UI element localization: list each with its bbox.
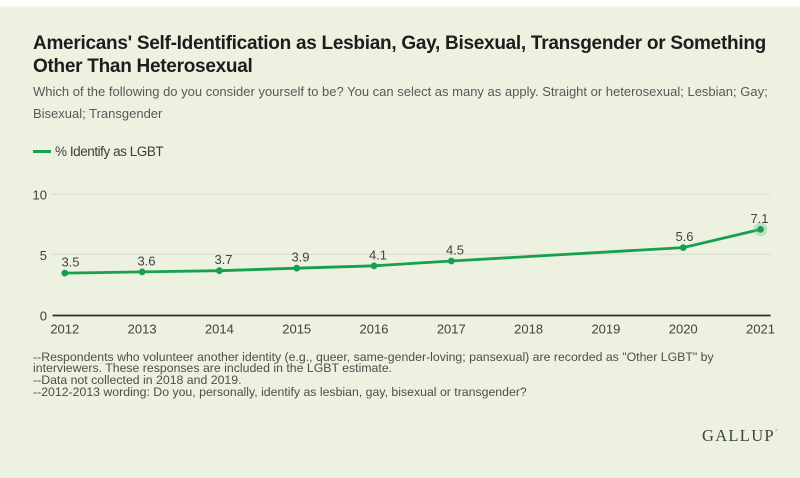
svg-text:3.5: 3.5 xyxy=(61,255,79,270)
svg-text:4.1: 4.1 xyxy=(369,247,387,262)
svg-text:2012: 2012 xyxy=(50,322,79,337)
svg-text:2019: 2019 xyxy=(591,322,620,337)
svg-text:2017: 2017 xyxy=(437,322,466,337)
svg-text:3.7: 3.7 xyxy=(214,252,232,267)
svg-text:5: 5 xyxy=(40,248,47,263)
svg-text:3.6: 3.6 xyxy=(137,253,155,268)
svg-text:2021: 2021 xyxy=(746,322,775,337)
svg-text:7.1: 7.1 xyxy=(750,211,768,226)
svg-text:2016: 2016 xyxy=(360,322,389,337)
svg-text:4.5: 4.5 xyxy=(446,243,464,258)
svg-text:2020: 2020 xyxy=(669,322,698,337)
svg-text:2015: 2015 xyxy=(282,322,311,337)
svg-text:3.9: 3.9 xyxy=(291,250,309,265)
svg-text:5.6: 5.6 xyxy=(675,229,693,244)
svg-text:2018: 2018 xyxy=(514,322,543,337)
svg-text:0: 0 xyxy=(40,309,47,324)
svg-text:2013: 2013 xyxy=(128,322,157,337)
svg-text:2014: 2014 xyxy=(205,322,234,337)
svg-text:10: 10 xyxy=(33,188,47,203)
